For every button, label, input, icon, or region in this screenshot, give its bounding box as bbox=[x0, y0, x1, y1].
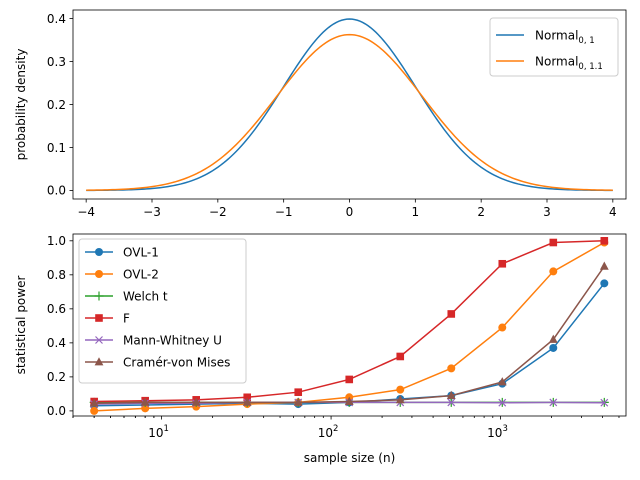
power-plot-xlabel: sample size (n) bbox=[304, 451, 396, 465]
legend-marker bbox=[95, 248, 103, 256]
legend-label: F bbox=[123, 311, 130, 325]
legend-marker bbox=[94, 291, 104, 301]
y-tick-label: 0.1 bbox=[47, 141, 66, 155]
density-plot-x-ticks: −4 −3 −2 −1 0 1 2 3 4 bbox=[77, 199, 617, 219]
x-tick-label: −2 bbox=[209, 205, 227, 219]
legend-marker bbox=[95, 336, 103, 344]
x-tick-label: 1 bbox=[412, 205, 420, 219]
data-point bbox=[447, 398, 456, 407]
data-point bbox=[599, 261, 609, 270]
data-point bbox=[600, 279, 609, 288]
data-point bbox=[191, 397, 201, 406]
power-plot: 101 102 103 0.0 0.2 0.4 0.6 0.8 1.0 statistical… bbox=[14, 233, 627, 465]
data-point bbox=[89, 398, 99, 407]
data-point bbox=[498, 323, 507, 332]
density-plot-ylabel: probability density bbox=[14, 49, 28, 161]
x-tick-label: 102 bbox=[318, 424, 339, 440]
legend-marker bbox=[94, 357, 104, 366]
y-tick-label: 0.2 bbox=[47, 98, 66, 112]
legend-marker bbox=[95, 314, 103, 322]
data-point bbox=[447, 364, 456, 373]
y-tick-label: 1.0 bbox=[47, 234, 66, 248]
y-tick-label: 0.0 bbox=[47, 404, 66, 418]
data-point bbox=[396, 352, 405, 361]
density-line-1 bbox=[86, 33, 613, 191]
y-tick-label: 0.6 bbox=[47, 302, 66, 316]
data-point bbox=[293, 397, 303, 406]
data-point bbox=[396, 385, 405, 394]
legend-label: Welch t bbox=[123, 289, 168, 303]
data-point bbox=[600, 237, 609, 245]
legend-label: OVL-2 bbox=[123, 267, 159, 281]
data-point bbox=[600, 398, 609, 407]
legend-label: OVL-1 bbox=[123, 245, 159, 259]
x-tick-label: 4 bbox=[609, 205, 617, 219]
data-point bbox=[549, 238, 558, 247]
data-point bbox=[141, 404, 150, 413]
series-cram-r-von-mises bbox=[89, 261, 609, 407]
x-tick-label: −3 bbox=[143, 205, 161, 219]
y-tick-label: 0.4 bbox=[47, 12, 66, 26]
legend-label: Mann-Whitney U bbox=[123, 333, 222, 347]
y-tick-label: 0.0 bbox=[47, 184, 66, 198]
x-tick-label: 103 bbox=[487, 424, 508, 440]
x-tick-label: −4 bbox=[77, 205, 95, 219]
data-point bbox=[395, 395, 405, 404]
legend-label: Cramér-von Mises bbox=[123, 355, 230, 369]
data-point bbox=[344, 396, 354, 405]
legend-frame bbox=[78, 238, 247, 384]
x-tick-label: 2 bbox=[477, 205, 485, 219]
data-point bbox=[447, 310, 456, 318]
density-plot-lines bbox=[86, 18, 613, 192]
power-plot-frame bbox=[72, 233, 627, 417]
data-point bbox=[243, 393, 252, 402]
data-point bbox=[549, 398, 558, 407]
data-point bbox=[294, 388, 303, 396]
data-point bbox=[345, 375, 354, 384]
data-point bbox=[498, 398, 507, 407]
x-tick-label: 0 bbox=[346, 205, 354, 219]
power-plot-legend: OVL-1 OVL-2 Welch t F Mann-Whitney U Cramér-v… bbox=[78, 238, 247, 384]
power-plot-lines bbox=[89, 237, 609, 415]
y-tick-label: 0.2 bbox=[47, 370, 66, 384]
legend-marker bbox=[95, 270, 103, 278]
data-point bbox=[548, 334, 558, 343]
density-plot: −4 −3 −2 −1 0 1 2 3 4 0.0 0.1 0.2 0.3 0.4 probabilit… bbox=[14, 9, 627, 219]
y-tick-label: 0.8 bbox=[47, 268, 66, 282]
density-line-0 bbox=[86, 18, 613, 192]
density-plot-y-ticks: 0.0 0.1 0.2 0.3 0.4 bbox=[47, 12, 73, 198]
data-point bbox=[549, 343, 558, 352]
power-plot-ylabel: statistical power bbox=[14, 276, 28, 375]
x-tick-label: −1 bbox=[275, 205, 293, 219]
power-plot-x-ticks: 101 102 103 bbox=[72, 416, 620, 440]
y-tick-label: 0.3 bbox=[47, 55, 66, 69]
data-point bbox=[498, 259, 507, 268]
power-plot-y-ticks: 0.0 0.2 0.4 0.6 0.8 1.0 bbox=[47, 234, 73, 418]
y-tick-label: 0.4 bbox=[47, 336, 66, 350]
data-point bbox=[446, 390, 456, 399]
data-point bbox=[140, 397, 150, 406]
data-point bbox=[549, 267, 558, 276]
x-tick-label: 3 bbox=[543, 205, 551, 219]
data-point bbox=[90, 406, 99, 415]
data-point bbox=[497, 377, 507, 386]
data-point bbox=[242, 397, 252, 406]
x-tick-label: 101 bbox=[148, 424, 169, 440]
